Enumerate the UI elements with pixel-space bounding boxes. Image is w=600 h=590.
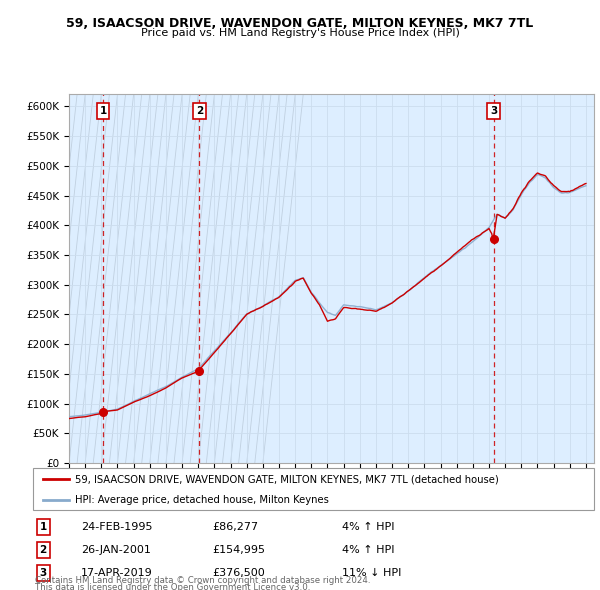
Text: 1: 1 xyxy=(100,106,107,116)
Text: HPI: Average price, detached house, Milton Keynes: HPI: Average price, detached house, Milt… xyxy=(75,495,329,504)
Text: 59, ISAACSON DRIVE, WAVENDON GATE, MILTON KEYNES, MK7 7TL: 59, ISAACSON DRIVE, WAVENDON GATE, MILTO… xyxy=(67,17,533,30)
Text: 11% ↓ HPI: 11% ↓ HPI xyxy=(341,568,401,578)
Text: 17-APR-2019: 17-APR-2019 xyxy=(80,568,152,578)
Text: 3: 3 xyxy=(40,568,47,578)
Polygon shape xyxy=(69,94,104,415)
Text: 1: 1 xyxy=(40,522,47,532)
Text: 59, ISAACSON DRIVE, WAVENDON GATE, MILTON KEYNES, MK7 7TL (detached house): 59, ISAACSON DRIVE, WAVENDON GATE, MILTO… xyxy=(75,474,499,484)
Text: £376,500: £376,500 xyxy=(212,568,265,578)
Text: 2: 2 xyxy=(196,106,203,116)
Text: Price paid vs. HM Land Registry's House Price Index (HPI): Price paid vs. HM Land Registry's House … xyxy=(140,28,460,38)
Text: 26-JAN-2001: 26-JAN-2001 xyxy=(80,545,151,555)
Text: 3: 3 xyxy=(490,106,497,116)
Text: £154,995: £154,995 xyxy=(212,545,266,555)
Text: 2: 2 xyxy=(40,545,47,555)
FancyBboxPatch shape xyxy=(33,468,594,510)
Text: 24-FEB-1995: 24-FEB-1995 xyxy=(80,522,152,532)
Text: 4% ↑ HPI: 4% ↑ HPI xyxy=(341,545,394,555)
Text: 4% ↑ HPI: 4% ↑ HPI xyxy=(341,522,394,532)
Text: £86,277: £86,277 xyxy=(212,522,259,532)
Text: Contains HM Land Registry data © Crown copyright and database right 2024.: Contains HM Land Registry data © Crown c… xyxy=(35,576,370,585)
Text: This data is licensed under the Open Government Licence v3.0.: This data is licensed under the Open Gov… xyxy=(35,583,310,590)
